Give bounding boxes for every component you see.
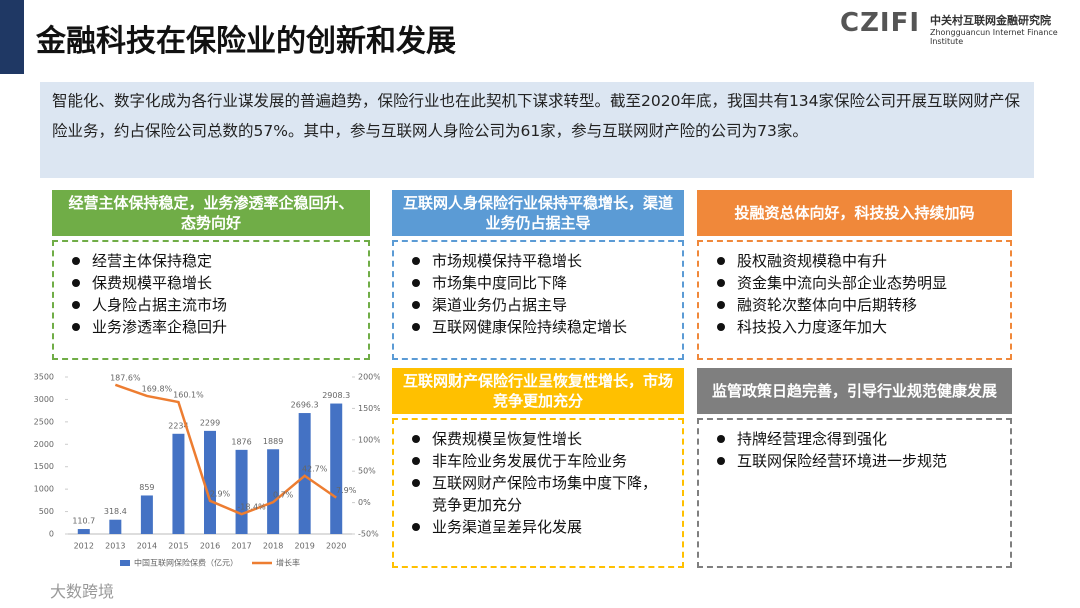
bullet-item: 融资轮次整体向中后期转移: [713, 294, 996, 316]
bar-value-label: 1889: [263, 437, 283, 446]
bullet-item: 科技投入力度逐年加大: [713, 316, 996, 338]
line-value-label: 169.8%: [142, 384, 173, 393]
bar-value-label: 859: [139, 483, 154, 492]
y-tick-label: 500: [39, 507, 54, 516]
legend-swatch: [120, 560, 130, 566]
org-name-en: Zhongguancun Internet Finance Institute: [930, 28, 1058, 46]
growth-line: [114, 383, 337, 516]
y-tick-label: 3000: [34, 395, 54, 404]
y-tick-label: 0: [49, 530, 54, 539]
bullet-item: 市场集中度同比下降: [408, 272, 668, 294]
intro-box: 智能化、数字化成为各行业谋发展的普遍趋势，保险行业也在此契机下谋求转型。截至20…: [40, 82, 1034, 178]
slide-title: 金融科技在保险业的创新和发展: [36, 24, 456, 59]
panel-header: 监管政策日趋完善，引导行业规范健康发展: [697, 368, 1012, 414]
panel-header: 互联网财产保险行业呈恢复性增长，市场竞争更加充分: [392, 368, 684, 414]
bar: [267, 449, 280, 534]
bullet-item: 持牌经营理念得到强化: [713, 428, 996, 450]
panel-body: 市场规模保持平稳增长 市场集中度同比下降 渠道业务仍占据主导 互联网健康保险持续稳定增…: [392, 240, 684, 360]
x-tick-label: 2019: [294, 542, 314, 551]
y2-tick-label: 100%: [358, 435, 380, 444]
title-stripe: [0, 0, 24, 74]
bullet-item: 互联网健康保险持续稳定增长: [408, 316, 668, 338]
bar: [204, 430, 216, 534]
y-tick-label: 2500: [34, 417, 54, 426]
x-tick-label: 2020: [326, 542, 346, 551]
y2-tick-label: 50%: [358, 467, 376, 476]
y2-tick-label: 200%: [358, 373, 380, 382]
org-name: 中关村互联网金融研究院: [930, 14, 1051, 27]
bar-value-label: 110.7: [72, 517, 95, 526]
bar: [330, 403, 343, 534]
panel-body: 持牌经营理念得到强化 互联网保险经营环境进一步规范: [697, 418, 1012, 568]
bar: [109, 519, 122, 534]
y2-tick-label: -50%: [358, 530, 379, 539]
bar: [235, 449, 248, 534]
line-value-label: 0.7%: [273, 491, 294, 500]
bar: [77, 529, 90, 534]
bar-value-label: 2696.3: [291, 401, 319, 410]
line-value-label: -18.4%: [237, 503, 266, 512]
bar-value-label: 2908.3: [322, 391, 350, 400]
legend-label: 增长率: [276, 558, 300, 568]
bullet-item: 渠道业务仍占据主导: [408, 294, 668, 316]
bullet-item: 业务渠道呈差异化发展: [408, 516, 668, 538]
x-tick-label: 2015: [168, 542, 188, 551]
bullet-item: 非车险业务发展优于车险业务: [408, 450, 668, 472]
y-tick-label: 1000: [34, 485, 54, 494]
panel-body: 股权融资规模稳中有升 资金集中流向头部企业态势明显 融资轮次整体向中后期转移 科技投入…: [697, 240, 1012, 360]
line-value-label: 7.9%: [336, 486, 357, 495]
y-tick-label: 1500: [34, 462, 54, 471]
bar-value-label: 2299: [200, 418, 220, 427]
panel-header: 互联网人身保险行业保持平稳增长，渠道业务仍占据主导: [392, 190, 684, 236]
watermark: 大数跨境: [50, 582, 115, 601]
bullet-item: 股权融资规模稳中有升: [713, 250, 996, 272]
bar: [172, 433, 185, 534]
bullet-item: 互联网财产保险市场集中度下降，竞争更加充分: [408, 472, 668, 516]
line-value-label: 2.9%: [210, 489, 231, 498]
x-tick-label: 2017: [231, 542, 251, 551]
x-tick-label: 2018: [263, 542, 283, 551]
bullet-item: 市场规模保持平稳增长: [408, 250, 668, 272]
x-tick-label: 2013: [105, 542, 125, 551]
bullet-item: 保费规模呈恢复性增长: [408, 428, 668, 450]
y2-tick-label: 150%: [358, 404, 380, 413]
logo: CZIFI: [840, 8, 921, 38]
chart: 0 500 1000 1500 2000 2500 3000 3500 -50% 0% 50% 100…: [34, 373, 380, 568]
bullet-item: 经营主体保持稳定: [68, 250, 354, 272]
bullet-item: 人身险占据主流市场: [68, 294, 354, 316]
bar-value-label: 318.4: [104, 507, 127, 516]
panel-header: 经营主体保持稳定，业务渗透率企稳回升、态势向好: [52, 190, 370, 236]
bar-value-label: 1876: [231, 437, 251, 446]
line-value-label: 187.6%: [110, 373, 141, 382]
bullet-item: 业务渗透率企稳回升: [68, 316, 354, 338]
y-tick-label: 2000: [34, 440, 54, 449]
line-value-label: 42.7%: [302, 464, 328, 473]
legend-label: 中国互联网保险保费（亿元）: [134, 558, 238, 568]
panel-header: 投融资总体向好，科技投入持续加码: [697, 190, 1012, 236]
y2-tick-label: 0%: [358, 498, 371, 507]
bar: [140, 495, 153, 534]
x-tick-label: 2012: [74, 542, 94, 551]
panel-body: 经营主体保持稳定 保费规模平稳增长 人身险占据主流市场 业务渗透率企稳回升: [52, 240, 370, 360]
x-tick-label: 2014: [137, 542, 157, 551]
panel-body: 保费规模呈恢复性增长 非车险业务发展优于车险业务 互联网财产保险市场集中度下降，竞争…: [392, 418, 684, 568]
x-tick-label: 2016: [200, 542, 220, 551]
line-value-label: 160.1%: [173, 391, 204, 400]
bar: [298, 413, 311, 534]
y-tick-label: 3500: [34, 373, 54, 382]
bullet-item: 资金集中流向头部企业态势明显: [713, 272, 996, 294]
bar-value-label: 2234: [168, 421, 188, 430]
bullet-item: 保费规模平稳增长: [68, 272, 354, 294]
bullet-item: 互联网保险经营环境进一步规范: [713, 450, 996, 472]
